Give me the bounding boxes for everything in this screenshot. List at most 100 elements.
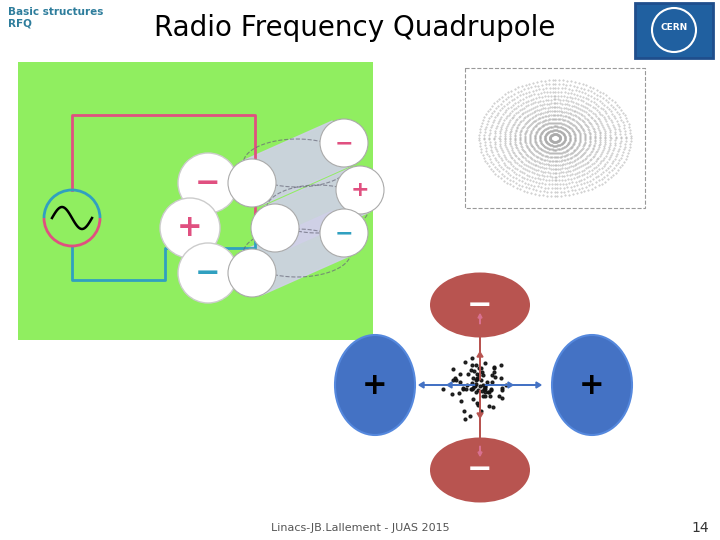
- Point: [495, 361, 506, 369]
- Point: [477, 391, 488, 400]
- Text: +: +: [579, 370, 605, 400]
- Point: [468, 373, 480, 382]
- Point: [458, 407, 469, 416]
- Text: CERN: CERN: [660, 24, 688, 32]
- FancyArrow shape: [477, 352, 483, 380]
- Point: [465, 366, 477, 374]
- Circle shape: [228, 159, 276, 207]
- Ellipse shape: [333, 209, 351, 257]
- Circle shape: [251, 204, 299, 252]
- FancyArrow shape: [477, 324, 483, 352]
- Ellipse shape: [430, 437, 530, 503]
- Point: [479, 384, 490, 393]
- Point: [485, 384, 497, 393]
- Point: [464, 411, 476, 420]
- Point: [454, 377, 466, 386]
- Point: [486, 370, 498, 379]
- Point: [471, 375, 482, 383]
- Point: [454, 389, 465, 397]
- Bar: [18, 62, 373, 340]
- Text: RFQ: RFQ: [8, 19, 32, 29]
- FancyArrow shape: [419, 382, 447, 388]
- Text: −: −: [335, 133, 354, 153]
- Polygon shape: [242, 211, 352, 295]
- Point: [469, 382, 480, 390]
- Point: [489, 373, 500, 381]
- FancyArrow shape: [477, 390, 483, 418]
- Point: [472, 386, 484, 394]
- Point: [462, 370, 474, 379]
- Point: [468, 382, 480, 390]
- Point: [485, 392, 496, 400]
- Polygon shape: [265, 168, 370, 250]
- Point: [475, 364, 487, 373]
- Text: 14: 14: [691, 521, 708, 535]
- Ellipse shape: [351, 166, 369, 214]
- Point: [459, 358, 470, 367]
- Point: [460, 385, 472, 394]
- Point: [466, 384, 477, 393]
- Point: [467, 360, 478, 369]
- Ellipse shape: [335, 335, 415, 435]
- Point: [480, 388, 491, 396]
- Point: [472, 399, 483, 408]
- FancyArrow shape: [478, 314, 482, 324]
- FancyArrow shape: [513, 382, 541, 388]
- Point: [479, 382, 490, 391]
- Point: [449, 374, 461, 382]
- Point: [470, 380, 482, 388]
- Point: [489, 368, 500, 376]
- Polygon shape: [242, 121, 352, 205]
- Text: Basic structures: Basic structures: [8, 7, 104, 17]
- Point: [487, 402, 499, 411]
- Point: [477, 371, 489, 380]
- Point: [471, 369, 482, 378]
- Circle shape: [178, 153, 238, 213]
- Text: −: −: [467, 456, 492, 484]
- Point: [457, 385, 469, 394]
- FancyArrow shape: [485, 382, 513, 388]
- Circle shape: [178, 243, 238, 303]
- Circle shape: [320, 119, 368, 167]
- Bar: [635, 3, 713, 58]
- FancyArrow shape: [477, 418, 483, 446]
- Circle shape: [336, 166, 384, 214]
- Point: [470, 376, 482, 385]
- FancyArrow shape: [447, 382, 475, 388]
- Circle shape: [228, 249, 276, 297]
- Point: [473, 363, 485, 372]
- Point: [480, 383, 491, 391]
- Text: −: −: [335, 223, 354, 243]
- Point: [438, 385, 449, 394]
- Point: [495, 374, 507, 382]
- Point: [486, 378, 498, 387]
- Point: [467, 379, 478, 387]
- Text: −: −: [467, 291, 492, 320]
- Point: [454, 369, 466, 378]
- Point: [446, 390, 458, 399]
- Ellipse shape: [552, 335, 632, 435]
- Point: [488, 362, 500, 371]
- Circle shape: [160, 198, 220, 258]
- Text: Linacs-JB.Lallement - JUAS 2015: Linacs-JB.Lallement - JUAS 2015: [271, 523, 449, 533]
- Point: [456, 397, 467, 406]
- Point: [496, 394, 508, 402]
- Text: +: +: [362, 370, 388, 400]
- Point: [462, 381, 473, 389]
- Point: [465, 385, 477, 394]
- Point: [459, 415, 471, 424]
- Circle shape: [320, 209, 368, 257]
- Point: [480, 384, 491, 393]
- Point: [467, 384, 479, 393]
- Point: [475, 407, 487, 415]
- Point: [477, 380, 489, 389]
- Text: Radio Frequency Quadrupole: Radio Frequency Quadrupole: [154, 14, 556, 42]
- Point: [488, 363, 500, 372]
- Point: [447, 364, 459, 373]
- Point: [479, 392, 490, 401]
- Point: [447, 376, 459, 384]
- Point: [477, 368, 488, 376]
- Point: [468, 394, 480, 403]
- Point: [470, 387, 482, 396]
- Point: [470, 361, 482, 370]
